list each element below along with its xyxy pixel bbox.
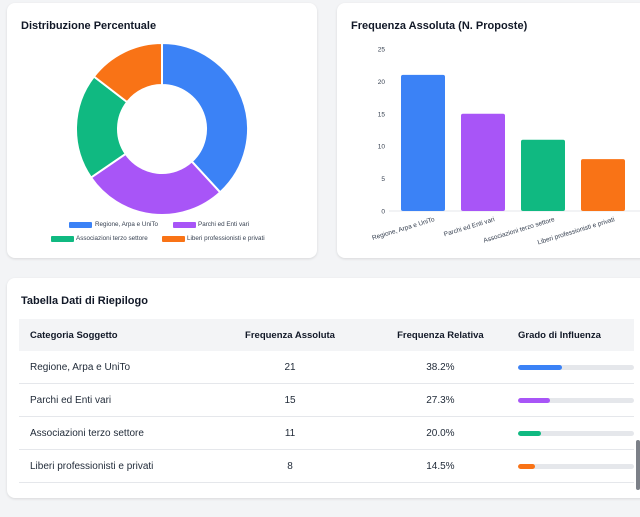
legend-label[interactable]: Parchi ed Enti vari: [198, 221, 250, 228]
table-row: Associazioni terzo settore 11 20.0%: [19, 416, 634, 450]
legend-swatch[interactable]: [162, 236, 185, 242]
cell-influence: [518, 383, 634, 417]
cell-absolute: 8: [217, 449, 363, 483]
legend-label[interactable]: Regione, Arpa e UniTo: [95, 221, 159, 228]
donut-slice[interactable]: [92, 41, 163, 104]
legend-swatch[interactable]: [51, 236, 74, 242]
col-header-category[interactable]: Categoria Soggetto: [30, 329, 118, 341]
cell-relative: 20.0%: [362, 416, 518, 450]
y-tick-label: 10: [378, 144, 386, 151]
bar[interactable]: [581, 159, 625, 211]
legend-label[interactable]: Liberi professionisti e privati: [187, 235, 265, 242]
x-tick-label: Parchi ed Enti vari: [443, 216, 495, 238]
table-header-row: Categoria Soggetto Frequenza Assoluta Fr…: [19, 319, 634, 351]
bar[interactable]: [461, 113, 505, 211]
cell-absolute: 11: [217, 416, 363, 450]
influence-bar-fill: [518, 364, 563, 370]
bar[interactable]: [401, 74, 445, 211]
cell-influence: [518, 416, 634, 450]
x-tick-label: Regione, Arpa e UniTo: [371, 216, 436, 242]
donut-chart: [75, 41, 249, 216]
donut-card-title: Distribuzione Percentuale: [21, 20, 157, 32]
influence-bar-track: [518, 364, 634, 370]
table-card-title: Tabella Dati di Riepilogo: [21, 295, 148, 307]
table-row: Parchi ed Enti vari 15 27.3%: [19, 383, 634, 417]
col-header-absolute[interactable]: Frequenza Assoluta: [245, 329, 335, 341]
bar-card-title: Frequenza Assoluta (N. Proposte): [351, 20, 528, 32]
influence-bar-track: [518, 397, 634, 403]
distribution-card: Distribuzione Percentuale Regione, Arpa …: [7, 3, 317, 258]
legend-label[interactable]: Associazioni terzo settore: [76, 235, 148, 242]
y-tick-label: 15: [378, 111, 386, 118]
col-header-relative[interactable]: Frequenza Relativa: [397, 329, 484, 341]
cell-category: Associazioni terzo settore: [19, 416, 218, 450]
bar[interactable]: [521, 139, 565, 211]
cell-absolute: 21: [217, 351, 363, 384]
donut-slice[interactable]: [89, 152, 222, 216]
y-tick-label: 20: [378, 79, 386, 86]
influence-bar-fill: [518, 397, 550, 403]
cell-category: Liberi professionisti e privati: [19, 449, 218, 483]
col-header-influence[interactable]: Grado di Influenza: [518, 329, 601, 341]
y-tick-label: 25: [378, 47, 386, 54]
table-row: Regione, Arpa e UniTo 21 38.2%: [19, 351, 634, 384]
legend-swatch[interactable]: [69, 222, 92, 228]
summary-table-card: Tabella Dati di Riepilogo Categoria Sogg…: [7, 278, 640, 498]
influence-bar-fill: [518, 430, 542, 436]
cell-influence: [518, 351, 634, 384]
cell-category: Parchi ed Enti vari: [19, 383, 218, 417]
influence-bar-track: [518, 463, 634, 469]
table-row: Liberi professionisti e privati 8 14.5%: [19, 449, 634, 483]
y-tick-label: 0: [381, 209, 385, 216]
influence-bar-fill: [518, 463, 535, 469]
cell-relative: 27.3%: [362, 383, 518, 417]
scrollbar-thumb[interactable]: [636, 440, 640, 490]
cell-relative: 38.2%: [362, 351, 518, 384]
bar-chart: 0 5 10 15 20 25 Regione, Arpa e UniTo Parchi ed…: [371, 47, 640, 246]
y-tick-label: 5: [381, 176, 385, 183]
cell-absolute: 15: [217, 383, 363, 417]
frequency-card: Frequenza Assoluta (N. Proposte) 0 5 10 15 2…: [337, 3, 640, 258]
cell-relative: 14.5%: [362, 449, 518, 483]
legend-swatch[interactable]: [173, 222, 196, 228]
cell-category: Regione, Arpa e UniTo: [19, 351, 218, 384]
summary-table: Categoria Soggetto Frequenza Assoluta Fr…: [19, 319, 634, 483]
donut-slice[interactable]: [161, 41, 249, 194]
influence-bar-track: [518, 430, 634, 436]
cell-influence: [518, 449, 634, 483]
